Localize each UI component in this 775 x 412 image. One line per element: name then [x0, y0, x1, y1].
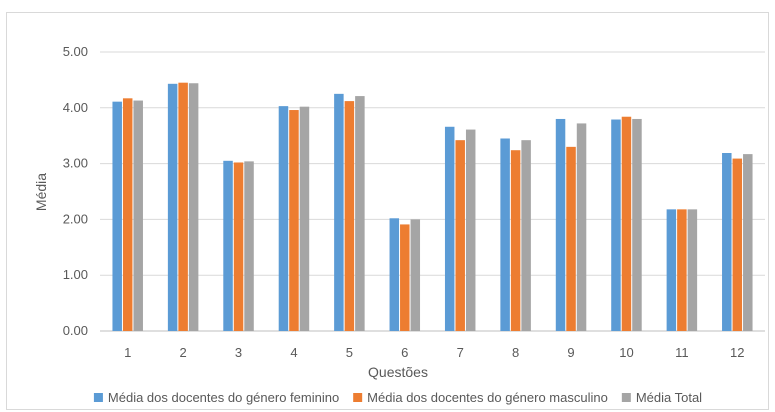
y-tick-labels: 0.00 1.00 2.00 3.00 4.00 5.00 [63, 44, 88, 338]
bar [178, 82, 188, 331]
bar [223, 160, 233, 331]
bar [621, 116, 632, 331]
x-tick-label: 5 [346, 345, 353, 360]
bar-series [112, 82, 753, 332]
bar [278, 106, 289, 331]
bar [611, 119, 621, 331]
bar [500, 138, 510, 331]
x-axis-title: Questões [368, 364, 428, 380]
x-tick-label: 9 [567, 345, 574, 360]
y-tick-label: 0.00 [63, 323, 88, 338]
bar [576, 123, 587, 331]
bar [510, 150, 521, 331]
bar [566, 146, 576, 331]
bar [632, 118, 642, 332]
y-tick-label: 1.00 [63, 267, 88, 282]
bar [233, 162, 244, 331]
bar [521, 140, 531, 331]
x-tick-label: 12 [730, 345, 744, 360]
x-tick-label: 3 [235, 345, 242, 360]
x-tick-label: 4 [290, 345, 297, 360]
bar [410, 219, 421, 331]
bar [244, 161, 254, 331]
x-tick-label: 1 [124, 345, 131, 360]
bar [666, 209, 677, 331]
bar [400, 224, 410, 331]
legend-swatch [353, 393, 363, 402]
bar [299, 106, 310, 332]
x-tick-labels: 1 2 3 4 5 6 7 8 9 10 11 12 [124, 345, 744, 360]
y-tick-label: 5.00 [63, 44, 88, 59]
x-tick-label: 11 [675, 345, 689, 360]
bar [167, 83, 178, 331]
bar [112, 101, 122, 331]
bar [188, 83, 199, 331]
x-tick-label: 7 [457, 345, 464, 360]
bar [122, 98, 133, 332]
y-tick-label: 4.00 [63, 100, 88, 115]
legend-label: Média Total [636, 390, 702, 405]
bar [677, 209, 687, 331]
bar [465, 129, 476, 331]
y-tick-label: 2.00 [63, 211, 88, 226]
legend: Média dos docentes do género feminino Méd… [93, 390, 702, 405]
chart-frame [6, 12, 769, 410]
bar [444, 126, 455, 331]
y-axis-title: Média [33, 173, 49, 211]
x-tick-label: 10 [619, 345, 633, 360]
bar [455, 140, 465, 331]
bar [732, 158, 743, 331]
bar [743, 154, 753, 331]
legend-swatch [621, 393, 631, 402]
bar [722, 152, 732, 331]
legend-label: Média dos docentes do género feminino [108, 390, 339, 405]
gridlines [100, 51, 765, 332]
x-tick-label: 8 [512, 345, 519, 360]
bar [334, 93, 344, 331]
bar [355, 96, 365, 331]
x-tick-label: 2 [180, 345, 187, 360]
legend-label: Média dos docentes do género masculino [367, 390, 608, 405]
legend-swatch [93, 393, 103, 402]
bar [289, 110, 299, 331]
x-tick-label: 6 [401, 345, 408, 360]
y-tick-label: 3.00 [63, 156, 88, 171]
bar [133, 100, 143, 332]
bar [389, 218, 400, 331]
bar [555, 118, 566, 332]
bar [344, 101, 355, 331]
bar [687, 209, 698, 331]
